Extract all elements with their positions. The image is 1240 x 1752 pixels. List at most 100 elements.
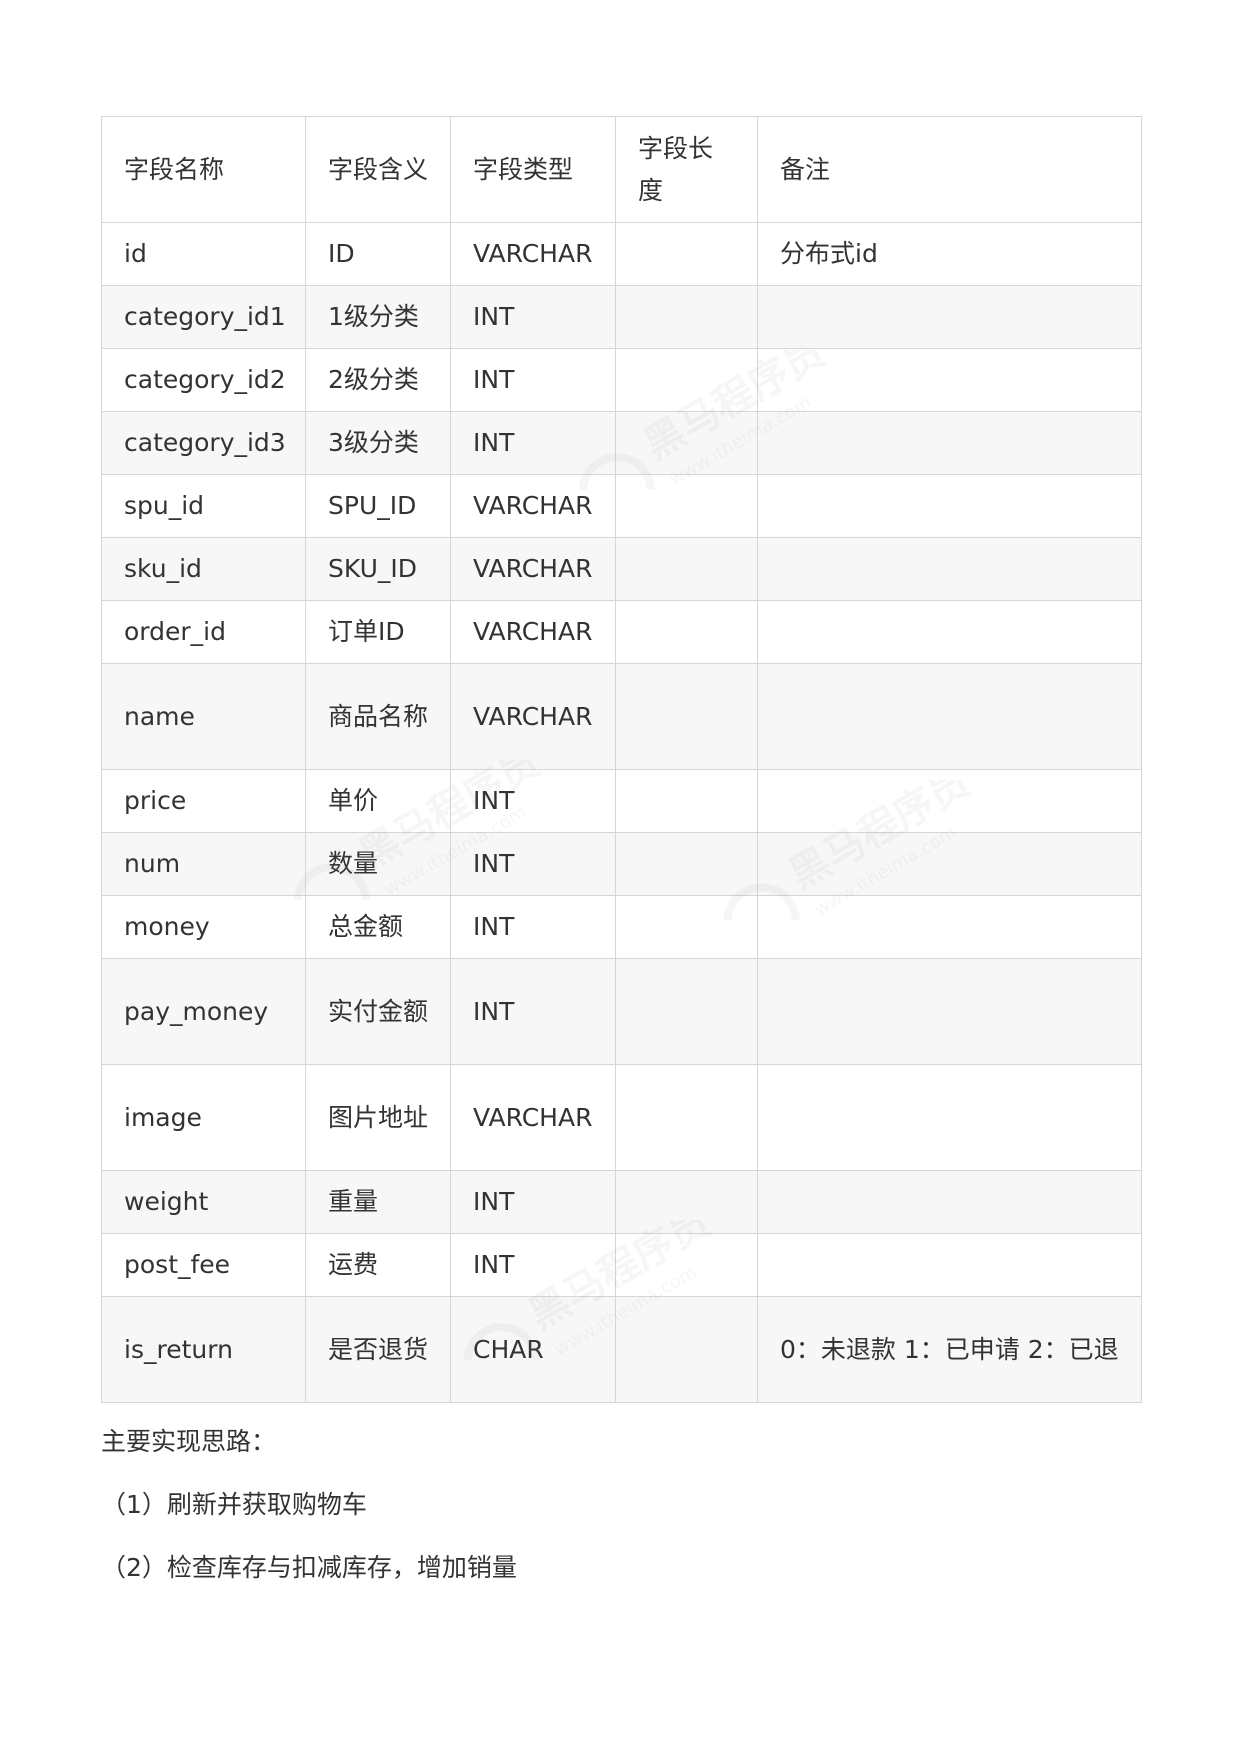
cell-length [615, 600, 758, 664]
cell-remark: 分布式id [757, 222, 1142, 286]
cell-meaning: 商品名称 [305, 663, 451, 770]
table-row: price 单价 INT [101, 769, 1142, 833]
cell-length [615, 663, 758, 770]
table-row: category_id1 1级分类 INT [101, 285, 1142, 349]
table-row: spu_id SPU_ID VARCHAR [101, 474, 1142, 538]
document-page: 字段名称 字段含义 字段类型 字段长度 备注 id ID VARCHAR 分布式… [101, 116, 1142, 1610]
cell-remark: 0：未退款 1：已申请 2：已退 [757, 1296, 1142, 1403]
cell-meaning: 数量 [305, 832, 451, 896]
cell-type: VARCHAR [450, 1064, 616, 1171]
cell-meaning: 图片地址 [305, 1064, 451, 1171]
cell-length [615, 769, 758, 833]
cell-type: INT [450, 832, 616, 896]
cell-name: spu_id [101, 474, 306, 538]
field-table: 字段名称 字段含义 字段类型 字段长度 备注 id ID VARCHAR 分布式… [101, 116, 1142, 1403]
cell-type: INT [450, 348, 616, 412]
header-field-meaning: 字段含义 [305, 116, 451, 223]
cell-meaning: 单价 [305, 769, 451, 833]
table-row: money 总金额 INT [101, 895, 1142, 959]
cell-remark [757, 285, 1142, 349]
table-row: name 商品名称 VARCHAR [101, 663, 1142, 770]
cell-name: order_id [101, 600, 306, 664]
cell-name: id [101, 222, 306, 286]
table-row: pay_money 实付金额 INT [101, 958, 1142, 1065]
cell-name: pay_money [101, 958, 306, 1065]
header-field-name: 字段名称 [101, 116, 306, 223]
cell-meaning: SKU_ID [305, 537, 451, 601]
table-row: is_return 是否退货 CHAR 0：未退款 1：已申请 2：已退 [101, 1296, 1142, 1403]
header-field-type: 字段类型 [450, 116, 616, 223]
cell-type: INT [450, 895, 616, 959]
cell-remark [757, 537, 1142, 601]
cell-type: VARCHAR [450, 537, 616, 601]
table-row: post_fee 运费 INT [101, 1233, 1142, 1297]
cell-meaning: SPU_ID [305, 474, 451, 538]
notes-step-1: （1）刷新并获取购物车 [101, 1490, 367, 1519]
cell-type: VARCHAR [450, 474, 616, 538]
cell-remark [757, 958, 1142, 1065]
table-row: image 图片地址 VARCHAR [101, 1064, 1142, 1171]
cell-type: INT [450, 285, 616, 349]
cell-meaning: 实付金额 [305, 958, 451, 1065]
cell-meaning: 运费 [305, 1233, 451, 1297]
cell-length [615, 832, 758, 896]
cell-name: post_fee [101, 1233, 306, 1297]
cell-meaning: 是否退货 [305, 1296, 451, 1403]
table-row: id ID VARCHAR 分布式id [101, 222, 1142, 286]
cell-length [615, 895, 758, 959]
cell-length [615, 1170, 758, 1234]
cell-name: price [101, 769, 306, 833]
cell-name: sku_id [101, 537, 306, 601]
cell-length [615, 285, 758, 349]
implementation-notes: 主要实现思路： （1）刷新并获取购物车 （2）检查库存与扣减库存，增加销量 [101, 1421, 1141, 1589]
cell-length [615, 222, 758, 286]
table-row: category_id3 3级分类 INT [101, 411, 1142, 475]
cell-name: category_id1 [101, 285, 306, 349]
cell-length [615, 411, 758, 475]
cell-name: image [101, 1064, 306, 1171]
cell-name: category_id3 [101, 411, 306, 475]
cell-remark [757, 1233, 1142, 1297]
cell-remark [757, 1064, 1142, 1171]
cell-remark [757, 769, 1142, 833]
cell-type: INT [450, 1233, 616, 1297]
cell-remark [757, 600, 1142, 664]
cell-length [615, 1233, 758, 1297]
cell-type: INT [450, 958, 616, 1065]
notes-step-2: （2）检查库存与扣减库存，增加销量 [101, 1553, 517, 1582]
cell-remark [757, 832, 1142, 896]
cell-length [615, 474, 758, 538]
cell-name: is_return [101, 1296, 306, 1403]
cell-type: VARCHAR [450, 222, 616, 286]
cell-length [615, 1064, 758, 1171]
table-row: num 数量 INT [101, 832, 1142, 896]
cell-meaning: 总金额 [305, 895, 451, 959]
cell-name: num [101, 832, 306, 896]
cell-meaning: 3级分类 [305, 411, 451, 475]
cell-meaning: 重量 [305, 1170, 451, 1234]
cell-name: category_id2 [101, 348, 306, 412]
cell-remark [757, 895, 1142, 959]
cell-type: INT [450, 769, 616, 833]
cell-meaning: ID [305, 222, 451, 286]
notes-heading: 主要实现思路： [101, 1427, 277, 1456]
header-remark: 备注 [757, 116, 1142, 223]
cell-name: name [101, 663, 306, 770]
cell-remark [757, 348, 1142, 412]
table-header-row: 字段名称 字段含义 字段类型 字段长度 备注 [101, 116, 1142, 223]
table-row: weight 重量 INT [101, 1170, 1142, 1234]
cell-meaning: 订单ID [305, 600, 451, 664]
cell-meaning: 2级分类 [305, 348, 451, 412]
cell-name: money [101, 895, 306, 959]
cell-length [615, 348, 758, 412]
cell-remark [757, 1170, 1142, 1234]
cell-type: INT [450, 411, 616, 475]
cell-length [615, 958, 758, 1065]
cell-length [615, 537, 758, 601]
table-row: order_id 订单ID VARCHAR [101, 600, 1142, 664]
cell-remark [757, 474, 1142, 538]
cell-meaning: 1级分类 [305, 285, 451, 349]
cell-type: VARCHAR [450, 600, 616, 664]
cell-type: CHAR [450, 1296, 616, 1403]
cell-type: VARCHAR [450, 663, 616, 770]
